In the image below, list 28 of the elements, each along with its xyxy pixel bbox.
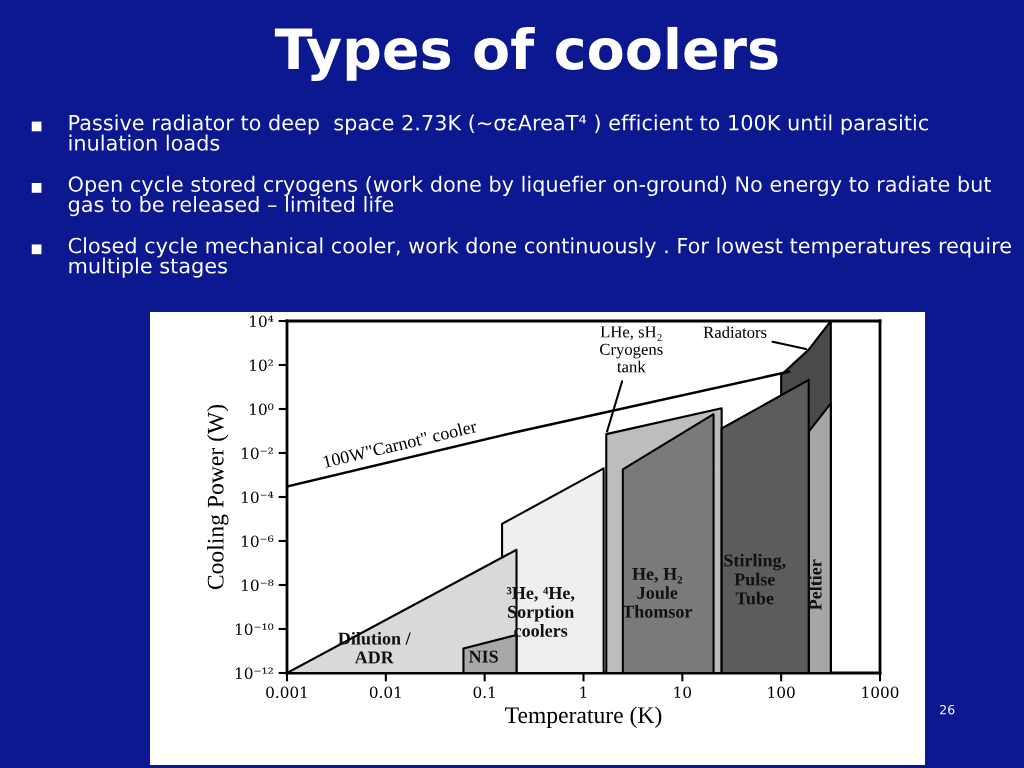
y-axis-title: Cooling Power (W) <box>207 404 229 590</box>
y-tick-label: 10⁻¹² <box>235 667 273 680</box>
annotation: Radiators <box>703 326 767 338</box>
text: 26 <box>940 704 955 715</box>
x-tick-label: 1000 <box>862 686 899 699</box>
x-tick-label: 10 <box>674 686 692 699</box>
y-tick-label: 10⁻⁶ <box>242 535 274 548</box>
x-tick-label: 0.01 <box>369 686 401 699</box>
annotation: LHe, sH₂ Cryogens tank <box>600 326 663 373</box>
series-label: Stirling, Pulse Tube <box>724 553 786 605</box>
series-label: Peltier <box>808 559 822 611</box>
x-axis-title: Temperature (K) <box>505 706 662 728</box>
y-tick-label: 10⁴ <box>250 315 274 328</box>
series-label: NIS <box>468 650 498 663</box>
x-tick-label: 100 <box>768 686 795 699</box>
y-tick-label: 10⁻⁴ <box>242 491 274 504</box>
chart-title: Types of coolers <box>274 26 778 82</box>
y-tick-label: 10⁻⁸ <box>242 579 274 592</box>
y-tick-label: 10⁻² <box>242 447 273 460</box>
x-tick-label: 0.1 <box>473 686 495 699</box>
y-tick-label: 10⁻¹⁰ <box>235 623 274 636</box>
x-tick-label: 1 <box>580 686 587 698</box>
y-tick-label: 10⁰ <box>250 403 274 416</box>
text: Closed cycle mechanical cooler, work done continuously . For lowest temperatures require multiple stages <box>68 237 1011 278</box>
y-tick-label: 10² <box>250 359 273 372</box>
text: Open cycle stored cryogens (work done by liquefier on-ground) No energy to radiate but gas to be released – limited life <box>68 175 991 217</box>
x-tick-label: 0.001 <box>266 686 307 699</box>
text: Passive radiator to deep space 2.73K (~σεAreaT⁴ ) efficient to 100K until parasitic inulation loads <box>69 114 928 151</box>
